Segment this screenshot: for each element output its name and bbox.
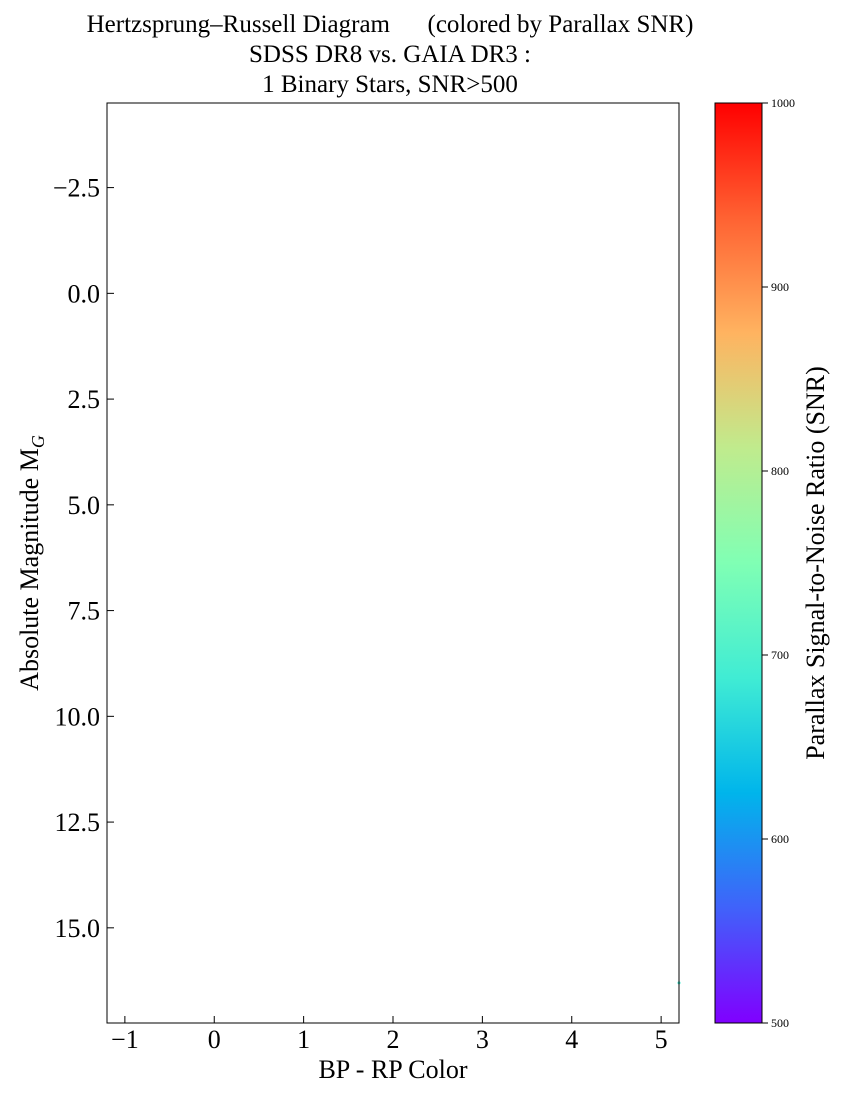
colorbar-tick-label: 700 [771,648,789,662]
x-axis-ticks: −1 0 1 2 3 4 5 [111,1016,668,1054]
x-tick-label: 5 [655,1025,668,1054]
chart-title-line-3: 1 Binary Stars, SNR>500 [262,71,518,98]
y-tick-label: 15.0 [55,914,101,943]
chart-title-line-1: Hertzsprung–Russell Diagram (colored by … [86,11,694,38]
y-tick-label: 5.0 [68,491,101,520]
colorbar-tick-label: 600 [771,832,789,846]
colorbar-tick-label: 1000 [771,96,795,110]
y-tick-label: 0.0 [68,279,101,308]
y-tick-label: 12.5 [55,808,101,837]
x-tick-label: 0 [208,1025,221,1054]
x-tick-label: −1 [111,1025,139,1054]
y-axis-ticks: −2.5 0.0 2.5 5.0 7.5 10.0 12.5 15.0 [53,174,114,943]
y-axis-label: Absolute Magnitude MG [15,435,48,691]
plot-frame [106,102,680,1024]
colorbar-tick-label: 900 [771,280,789,294]
y-tick-label: 10.0 [55,702,101,731]
colorbar [714,102,763,1024]
x-tick-label: 1 [297,1025,310,1054]
colorbar-tick-label: 800 [771,464,789,478]
x-axis-label: BP - RP Color [318,1055,467,1084]
chart-title-line-2: SDSS DR8 vs. GAIA DR3 : [248,41,531,68]
plot-area [107,103,679,1023]
y-tick-label: −2.5 [53,174,100,203]
colorbar-ticks: 500 600 700 800 900 1000 [762,96,795,1030]
x-tick-label: 2 [387,1025,400,1054]
x-tick-label: 3 [476,1025,489,1054]
x-tick-label: 4 [565,1025,578,1054]
y-tick-label: 7.5 [68,597,101,626]
y-axis-label-subscript: G [28,435,48,448]
colorbar-label: Parallax Signal-to-Noise Ratio (SNR) [801,366,830,760]
y-tick-label: 2.5 [68,385,101,414]
colorbar-tick-label: 500 [771,1016,789,1030]
